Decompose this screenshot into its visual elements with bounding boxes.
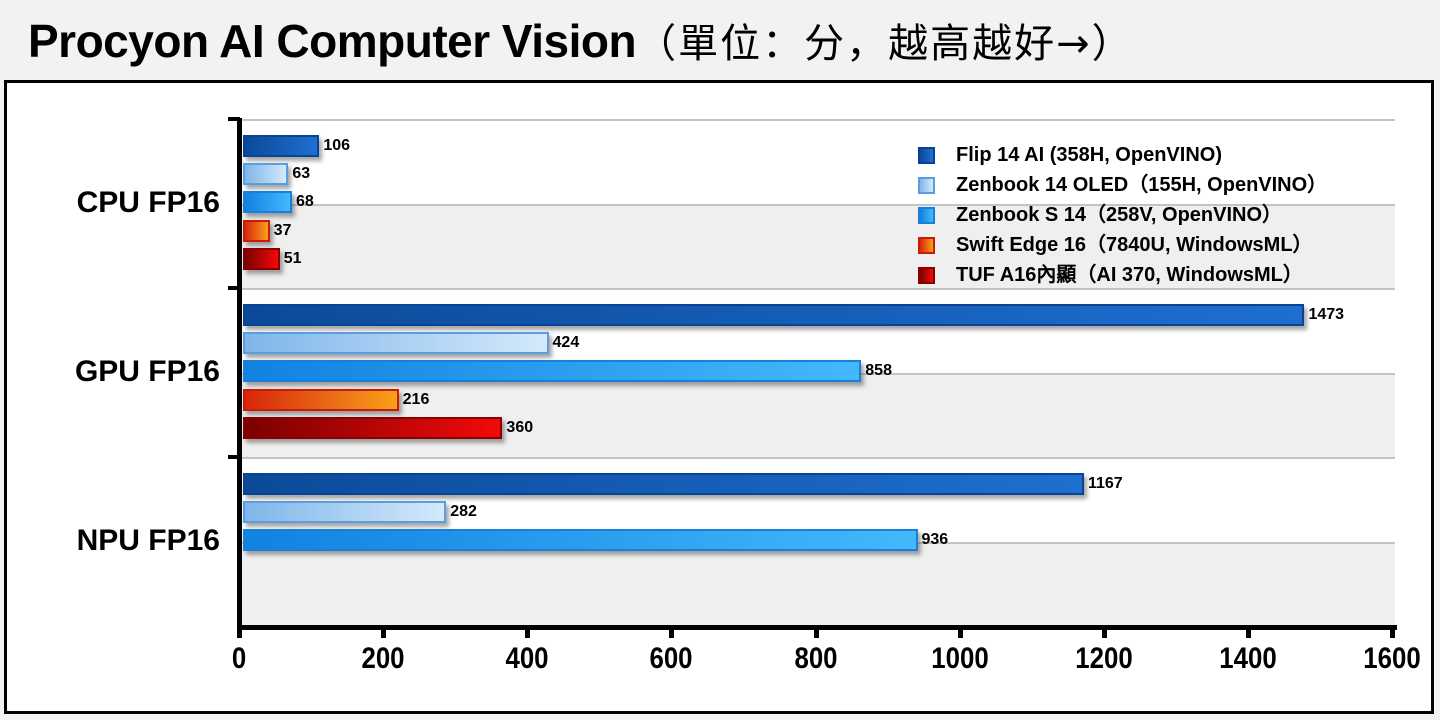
x-tick [1101,625,1107,638]
bar [243,247,280,270]
x-tick [813,625,819,638]
y-tick [228,286,240,290]
bar [243,163,289,186]
x-tick-label: 200 [361,642,405,675]
legend-label: Swift Edge 16（7840U, WindowsML） [956,234,1313,256]
x-tick [1390,625,1395,638]
bar [243,388,399,411]
y-tick [228,455,240,459]
legend-label: Zenbook S 14（258V, OpenVINO） [956,204,1283,226]
chart-title-main: Procyon AI Computer Vision [28,15,637,67]
gridline-band [242,372,1395,457]
legend-swatch-icon [918,267,935,284]
bar [243,332,549,355]
gridline-band [242,457,1395,542]
bar [243,501,447,524]
x-tick-label: 800 [793,642,838,675]
gridline-band [242,541,1395,626]
value-label: 51 [283,249,302,267]
bar [243,360,862,383]
value-label: 37 [273,221,292,239]
value-label: 424 [552,334,580,352]
bar [243,473,1084,495]
bar [243,135,320,157]
y-tick [228,117,240,121]
plot-area [242,119,1395,626]
value-label: 360 [506,418,534,436]
x-tick [381,625,387,638]
legend-label: Flip 14 AI (358H, OpenVINO) [956,144,1222,166]
x-tick-label: 1200 [1075,642,1133,675]
x-tick [525,625,531,638]
bar [243,529,918,552]
legend-swatch-icon [918,207,935,224]
value-label: 68 [296,193,314,211]
x-tick [669,625,675,638]
value-label: 282 [450,503,477,521]
legend-label: TUF A16內顯（AI 370, WindowsML） [956,264,1303,286]
x-tick [957,625,963,638]
category-label: CPU FP16 [76,185,220,219]
x-tick-label: 1400 [1219,642,1277,675]
value-label: 1167 [1087,475,1123,492]
y-axis [237,118,242,629]
x-tick-label: 1600 [1363,642,1421,675]
value-label: 106 [323,137,351,154]
bar [243,219,270,242]
x-tick-label: 400 [505,642,549,675]
gridline-band [242,203,1395,288]
bar [243,304,1305,326]
gridline-band [242,288,1395,373]
value-label: 216 [402,390,430,408]
legend-swatch-icon [918,177,935,194]
chart-title: Procyon AI Computer Vision（單位：分，越高越好→） [28,8,1134,74]
value-label: 63 [292,165,311,183]
value-label: 936 [921,531,949,549]
value-label: 1473 [1308,306,1345,323]
x-tick-label: 600 [649,642,693,675]
x-tick-label: 1000 [930,642,989,675]
bar [243,191,292,214]
bar [243,416,503,439]
gridline-band [242,119,1395,204]
legend-label: Zenbook 14 OLED（155H, OpenVINO） [956,174,1328,196]
legend-swatch-icon [918,237,935,254]
chart-title-suffix: （單位：分，越高越好→） [636,21,1134,67]
category-label: GPU FP16 [74,354,220,388]
category-label: NPU FP16 [76,523,220,557]
x-tick [1245,625,1251,638]
x-tick-label: 0 [231,642,247,675]
x-tick [237,625,242,638]
legend-swatch-icon [918,147,935,164]
value-label: 858 [865,362,892,380]
